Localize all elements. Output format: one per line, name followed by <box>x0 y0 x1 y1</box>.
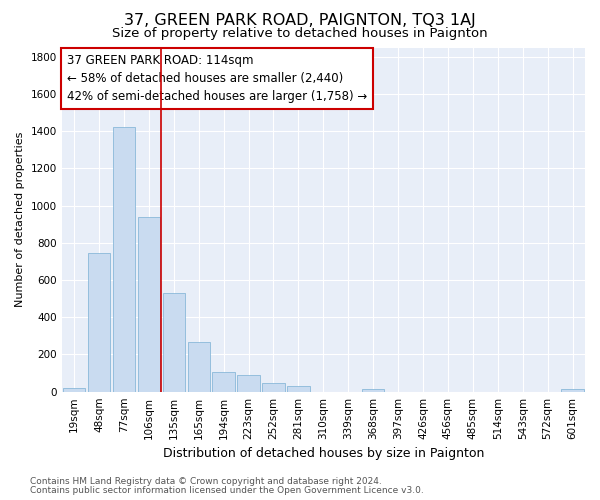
Bar <box>63 388 85 392</box>
Bar <box>188 342 210 392</box>
Bar <box>562 389 584 392</box>
Bar <box>212 372 235 392</box>
Bar <box>362 389 385 392</box>
Text: 37 GREEN PARK ROAD: 114sqm
← 58% of detached houses are smaller (2,440)
42% of s: 37 GREEN PARK ROAD: 114sqm ← 58% of deta… <box>67 54 367 104</box>
Bar <box>238 375 260 392</box>
Y-axis label: Number of detached properties: Number of detached properties <box>15 132 25 308</box>
Text: 37, GREEN PARK ROAD, PAIGNTON, TQ3 1AJ: 37, GREEN PARK ROAD, PAIGNTON, TQ3 1AJ <box>124 12 476 28</box>
Text: Size of property relative to detached houses in Paignton: Size of property relative to detached ho… <box>112 28 488 40</box>
Bar <box>137 217 160 392</box>
Text: Contains HM Land Registry data © Crown copyright and database right 2024.: Contains HM Land Registry data © Crown c… <box>30 477 382 486</box>
Bar <box>163 293 185 392</box>
Text: Contains public sector information licensed under the Open Government Licence v3: Contains public sector information licen… <box>30 486 424 495</box>
Bar <box>88 253 110 392</box>
Bar <box>287 386 310 392</box>
Bar <box>262 383 285 392</box>
X-axis label: Distribution of detached houses by size in Paignton: Distribution of detached houses by size … <box>163 447 484 460</box>
Bar <box>113 128 135 392</box>
